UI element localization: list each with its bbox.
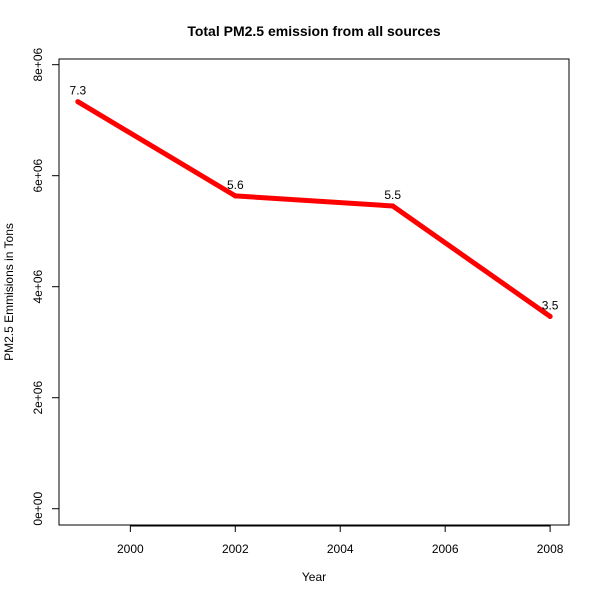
data-point [232, 193, 238, 199]
x-tick-label: 2000 [117, 542, 144, 556]
data-label: 5.5 [384, 188, 401, 202]
y-tick-label: 2e+06 [31, 381, 45, 415]
line-segment [75, 99, 238, 199]
x-axis-label: Year [302, 570, 326, 584]
data-label: 7.3 [70, 84, 87, 98]
y-ticks: 0e+00 2e+06 4e+06 6e+06 8e+06 [31, 47, 59, 526]
data-label: 5.6 [227, 178, 244, 192]
chart-title: Total PM2.5 emission from all sources [187, 23, 441, 39]
x-tick-label: 2004 [327, 542, 354, 556]
y-tick-label: 0e+00 [31, 492, 45, 526]
data-label: 3.5 [542, 298, 559, 312]
x-tick-label: 2008 [537, 542, 564, 556]
y-tick-label: 4e+06 [31, 270, 45, 304]
data-point [75, 99, 81, 105]
y-tick-label: 6e+06 [31, 159, 45, 193]
x-tick-label: 2002 [222, 542, 249, 556]
data-point [547, 313, 553, 319]
y-tick-label: 8e+06 [31, 47, 45, 81]
data-point [390, 203, 396, 209]
line-segment [390, 203, 553, 319]
data-labels: 7.3 5.6 5.5 3.5 [70, 84, 559, 313]
series-layer [75, 99, 553, 319]
line-segment [232, 193, 396, 209]
y-axis-label: PM2.5 Emmisions in Tons [2, 223, 16, 361]
x-ticks: 2000 2002 2004 2006 2008 [117, 525, 564, 556]
x-tick-label: 2006 [432, 542, 459, 556]
plot-frame [58, 58, 570, 526]
